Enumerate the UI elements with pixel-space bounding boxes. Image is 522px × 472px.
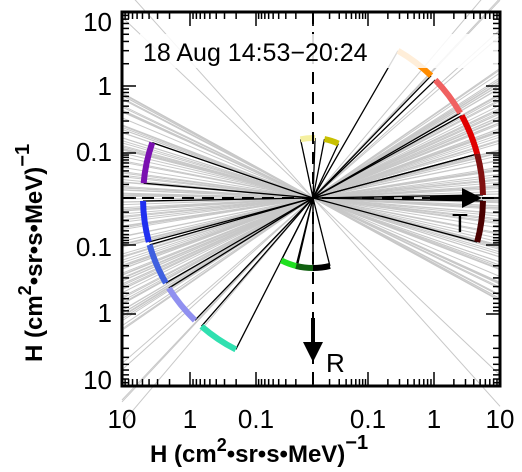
radial-line bbox=[299, 139, 314, 199]
gray-line bbox=[121, 16, 501, 376]
r-arrow bbox=[303, 318, 323, 362]
radial-line bbox=[152, 142, 314, 199]
radial-line bbox=[312, 115, 463, 199]
x-tick-label: 10 bbox=[108, 404, 137, 434]
radial-line bbox=[280, 197, 314, 261]
x-axis-title-exp: −1 bbox=[345, 432, 368, 454]
sector-arc bbox=[474, 200, 486, 243]
plot-frame bbox=[120, 10, 502, 388]
y-axis-title-sup: 2 bbox=[15, 285, 35, 295]
radial-line bbox=[312, 197, 478, 243]
y-axis-title-exp: −1 bbox=[12, 144, 34, 167]
x-tick-label: 0.1 bbox=[238, 404, 274, 434]
chart-title: 18 Aug 14:53−20:24 bbox=[143, 39, 368, 67]
radial-line bbox=[312, 50, 399, 199]
x-tick-label: 1 bbox=[427, 404, 441, 434]
x-axis-title-main: H (cm bbox=[150, 441, 217, 468]
y-tick-label: 1 bbox=[98, 71, 112, 101]
radial-line bbox=[312, 153, 478, 199]
sector-arc bbox=[459, 114, 481, 155]
r-arrow-label: R bbox=[326, 348, 345, 378]
y-axis-title: H (cm2•sr•s•MeV)−1 bbox=[12, 144, 48, 362]
radial-line bbox=[312, 197, 331, 267]
radial-line bbox=[143, 182, 314, 199]
t-arrow-label: T bbox=[452, 208, 468, 238]
radial-line bbox=[295, 197, 314, 267]
y-tick-label: 1 bbox=[98, 298, 112, 328]
axis-ticks bbox=[122, 12, 500, 386]
sector-arc bbox=[312, 262, 331, 271]
x-axis-title: H (cm2•sr•s•MeV)−1 bbox=[150, 432, 368, 468]
t-arrow bbox=[430, 188, 482, 208]
sector-arc bbox=[140, 200, 152, 243]
radial-line bbox=[312, 79, 436, 199]
sector-arc bbox=[166, 286, 198, 323]
radial-line bbox=[165, 197, 314, 284]
sector-arc bbox=[140, 141, 156, 184]
sector-arc bbox=[299, 135, 316, 143]
y-tick-label: 10 bbox=[83, 365, 112, 395]
x-tick-label: 0.1 bbox=[350, 404, 386, 434]
radial-line bbox=[312, 75, 432, 199]
sector-arc bbox=[474, 153, 486, 196]
radial-line bbox=[312, 143, 339, 199]
sector-arc bbox=[433, 77, 463, 115]
sector-arc bbox=[295, 262, 314, 271]
y-tick-label: 10 bbox=[83, 7, 112, 37]
y-axis-title-tail: •sr•s•MeV) bbox=[21, 167, 48, 286]
sector-arc bbox=[146, 243, 169, 285]
x-axis-title-tail: •sr•s•MeV) bbox=[227, 441, 346, 468]
radial-line bbox=[200, 197, 314, 327]
x-tick-label: 1 bbox=[183, 404, 197, 434]
sector-arc bbox=[279, 257, 299, 270]
sector-arc bbox=[323, 136, 340, 147]
radial-lines bbox=[143, 50, 483, 350]
radial-line bbox=[168, 197, 314, 289]
radial-line bbox=[312, 138, 326, 199]
y-tick-label: 0.1 bbox=[76, 232, 112, 262]
sector-arc bbox=[199, 324, 238, 353]
radial-line bbox=[149, 197, 314, 246]
title-background bbox=[140, 34, 498, 68]
y-axis-title-main: H (cm bbox=[21, 295, 48, 362]
x-axis-title-sup: 2 bbox=[217, 435, 227, 455]
radial-line bbox=[312, 194, 483, 199]
y-tick-label: 0.1 bbox=[76, 137, 112, 167]
x-tick-label: 10 bbox=[486, 404, 515, 434]
radial-line bbox=[312, 138, 316, 199]
radial-line bbox=[194, 197, 314, 321]
radial-line bbox=[312, 197, 483, 202]
